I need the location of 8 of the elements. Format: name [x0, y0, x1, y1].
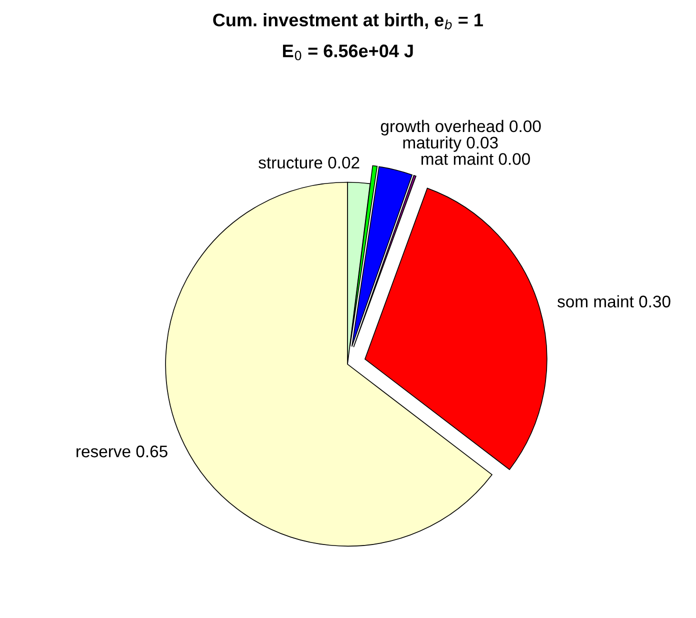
slice-label: maturity 0.03	[403, 136, 498, 152]
slice-label: som maint 0.30	[558, 295, 670, 308]
slice-label: reserve 0.65	[76, 446, 168, 458]
slice-label: growth overhead 0.00	[380, 120, 541, 136]
slice-label: structure 0.02	[258, 156, 360, 169]
slice-label: mat maint 0.00	[421, 152, 530, 165]
chart-title: Cum. investment at birth, e$_{b}$ = 1	[213, 13, 483, 30]
chart-subtitle: E$_{0}$ = 6.56e+04 J	[283, 44, 413, 60]
